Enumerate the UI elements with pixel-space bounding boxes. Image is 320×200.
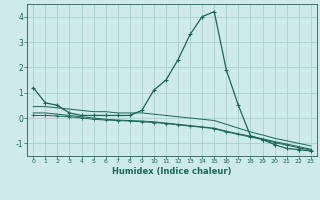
X-axis label: Humidex (Indice chaleur): Humidex (Indice chaleur) (112, 167, 232, 176)
